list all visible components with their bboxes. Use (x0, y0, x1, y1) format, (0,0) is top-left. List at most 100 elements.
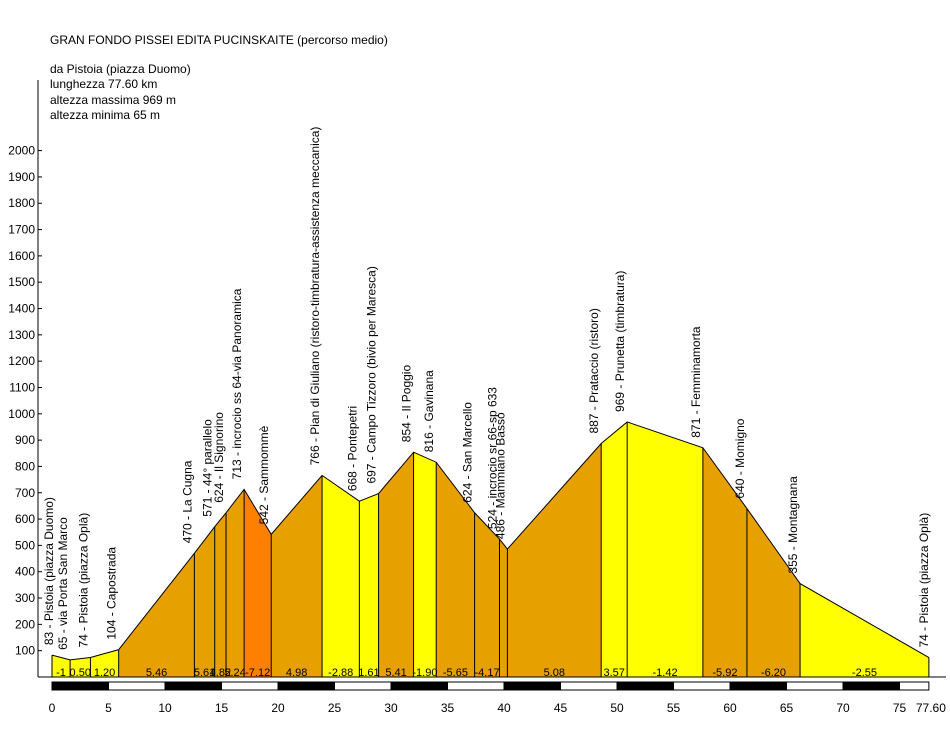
profile-segment (52, 655, 71, 677)
waypoint-label: 355 - Montagnana (786, 476, 800, 574)
gradient-label: 5.41 (385, 667, 406, 679)
waypoint-label: 104 - Capostrada (105, 547, 119, 640)
x-tick-label: 60 (723, 701, 737, 715)
y-tick-label: 1900 (8, 170, 35, 184)
waypoint-label: 83 - Pistoia (piazza Duomo) (42, 497, 56, 645)
gradient-label: 1.61 (358, 667, 379, 679)
waypoint-label: 524 - incrocio sr 66-sp 633 (485, 387, 499, 529)
profile-segment (322, 475, 360, 677)
scale-bar-block (164, 681, 222, 691)
y-tick-label: 600 (15, 512, 35, 526)
waypoint-label: 816 - Gavinana (422, 370, 436, 452)
scale-bar-block (673, 681, 731, 691)
waypoint-label: 871 - Femminamorta (689, 326, 703, 438)
y-tick-label: 1300 (8, 328, 35, 342)
profile-line (51, 421, 930, 661)
profile-segment (800, 583, 929, 677)
y-tick-label: 1200 (8, 354, 35, 368)
waypoint-label: 887 - Prataccio (ristoro) (587, 308, 601, 433)
y-tick-label: 2000 (8, 144, 35, 158)
waypoint-label: 713 - incrocio ss 64-via Panoramica (230, 288, 244, 479)
x-tick-label: 10 (158, 701, 172, 715)
gradient-label: -5.65 (443, 667, 468, 679)
profile-segment (413, 452, 437, 677)
scale-bar-block (277, 681, 335, 691)
x-tick-label: 35 (441, 701, 455, 715)
x-tick-label: 70 (836, 701, 850, 715)
waypoint-label: 766 - Pian di Giuliano (ristoro-timbratu… (308, 127, 322, 466)
gradient-label: -2.88 (328, 667, 353, 679)
scale-bar-block (729, 681, 787, 691)
x-tick-label: 55 (667, 701, 681, 715)
profile-segment (746, 508, 801, 677)
profile-segment (214, 512, 227, 677)
y-tick-label: 1000 (8, 407, 35, 421)
gradient-label: 5.24 (224, 667, 245, 679)
gradient-label: -5.92 (712, 667, 737, 679)
waypoint-label: 571 - 44° parallelo (201, 419, 215, 517)
info-max-altitude: altezza massima 969 m (50, 93, 176, 107)
gradient-label: 0.50 (70, 667, 91, 679)
info-min-altitude: altezza minima 65 m (50, 108, 160, 122)
waypoint-label: 624 - San Marcello (461, 402, 475, 503)
x-tick-label: 45 (554, 701, 568, 715)
info-length: lunghezza 77.60 km (50, 77, 157, 91)
scale-bar-block (616, 681, 674, 691)
waypoint-label: 640 - Momigno (733, 418, 747, 498)
profile-segments (52, 421, 929, 677)
x-tick-label: 40 (497, 701, 511, 715)
x-tick-label: 75 (893, 701, 907, 715)
info-start: da Pistoia (piazza Duomo) (50, 62, 191, 76)
scale-bar-block (899, 681, 930, 691)
profile-segment (194, 526, 215, 677)
profile-segment (474, 512, 500, 677)
scale-bar-block (786, 681, 844, 691)
gradient-labels: -1 0.50 1.20 5.46 5.614.825.24 -7.12 4.98 -2.88… (56, 667, 877, 679)
waypoint-label: 854 - Il Poggio (400, 365, 414, 443)
scale-bar-block (108, 681, 166, 691)
gradient-label: -2.55 (852, 667, 877, 679)
gradient-label: -1 (56, 667, 66, 679)
profile-segment (702, 447, 747, 677)
gradient-label: -1.90 (412, 667, 437, 679)
x-tick-label: 50 (610, 701, 624, 715)
y-tick-label: 200 (15, 617, 35, 631)
x-tick-label: 0 (49, 701, 56, 715)
scale-bar-block (221, 681, 279, 691)
waypoint-label: 486 - Mammiano Basso (493, 412, 507, 539)
x-tick-label: 65 (780, 701, 794, 715)
gradient-label: 5.46 (146, 667, 167, 679)
x-tick-label: 25 (328, 701, 342, 715)
profile-segment (436, 462, 475, 677)
scale-bar-block (51, 681, 109, 691)
waypoint-label: 74 - Pistoia (piazza Oplà) (917, 513, 931, 648)
gradient-label: -1.42 (652, 667, 677, 679)
y-tick-label: 400 (15, 565, 35, 579)
profile-segment (118, 553, 195, 677)
chart-title: GRAN FONDO PISSEI EDITA PUCINSKAITE (per… (50, 33, 388, 47)
x-tick-label: 30 (384, 701, 398, 715)
gradient-label: -4.17 (475, 667, 500, 679)
x-tick-label: 20 (271, 701, 285, 715)
gradient-label: 3.57 (603, 667, 624, 679)
y-tick-label: 1400 (8, 302, 35, 316)
profile-segment (627, 421, 703, 677)
axes: 1002003004005006007008009001000110012001… (8, 80, 946, 715)
waypoint-label: 542 - Sammommè (257, 425, 271, 524)
gradient-label: 5.08 (544, 667, 565, 679)
scale-bar-block (560, 681, 618, 691)
scale-bar-block (334, 681, 392, 691)
x-tick-label: 15 (215, 701, 229, 715)
x-tick-label: 77.60 (916, 701, 946, 715)
waypoint-label: 969 - Prunetta (timbratura) (613, 271, 627, 412)
waypoint-label: 470 - La Cugna (180, 460, 194, 543)
y-tick-label: 800 (15, 459, 35, 473)
waypoint-lines (51, 421, 930, 677)
profile-outline (51, 421, 930, 661)
profile-segment (601, 421, 628, 677)
y-tick-label: 500 (15, 538, 35, 552)
scale-bar-block (503, 681, 561, 691)
gradient-label: 1.20 (94, 667, 115, 679)
profile-segment (244, 489, 272, 677)
